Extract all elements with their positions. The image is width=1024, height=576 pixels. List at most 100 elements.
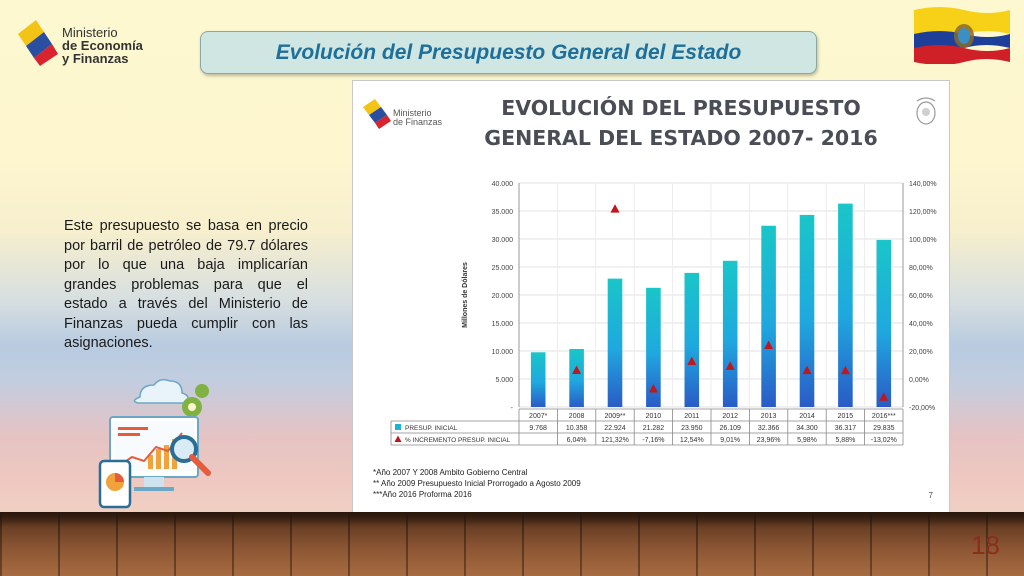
flag-icon bbox=[914, 7, 1010, 65]
card-logo-text: Ministerio de Finanzas bbox=[393, 109, 442, 127]
legend-swatch-bar bbox=[395, 424, 401, 430]
increment-marker bbox=[764, 340, 774, 349]
legend-label: PRESUP. INICIAL bbox=[405, 425, 458, 432]
bar bbox=[569, 348, 584, 407]
bar bbox=[838, 203, 853, 407]
data-label: 9.768 bbox=[529, 425, 547, 432]
data-label: 10.358 bbox=[566, 425, 588, 432]
ministry-logo bbox=[14, 14, 164, 70]
y2-tick-label: 100,00% bbox=[909, 237, 937, 244]
y-tick-label: - bbox=[511, 405, 514, 412]
card-logo-line: Ministerio bbox=[393, 108, 432, 118]
data-label: -7,16% bbox=[642, 437, 664, 444]
x-tick-label: 2010 bbox=[646, 413, 662, 420]
y-tick-label: 30.000 bbox=[492, 237, 514, 244]
data-label: 23,96% bbox=[757, 437, 781, 444]
y2-tick-label: 120,00% bbox=[909, 209, 937, 216]
y2-tick-label: 0,00% bbox=[909, 377, 929, 384]
y-tick-label: 15.000 bbox=[492, 321, 514, 328]
y2-tick-label: 20,00% bbox=[909, 349, 933, 356]
increment-marker bbox=[840, 365, 850, 375]
coat-of-arms-icon bbox=[916, 97, 936, 125]
page-number: 18 bbox=[971, 530, 1000, 560]
increment-marker bbox=[879, 392, 889, 401]
data-label: 21.282 bbox=[643, 425, 665, 432]
increment-marker bbox=[610, 204, 620, 213]
y-tick-label: 10.000 bbox=[492, 349, 514, 356]
footnote: ***Año 2016 Proforma 2016 bbox=[373, 490, 472, 499]
chart-card: Ministerio de Finanzas EVOLUCIÓN DEL PRE… bbox=[352, 80, 950, 513]
budget-chart: - 5.000 10.000 15.000 20.000 25.000 30.000 35.0… bbox=[390, 181, 937, 446]
footnotes: *Año 2007 Y 2008 Ambito Gobierno Central… bbox=[373, 467, 581, 500]
title-banner: Evolución del Presupuesto General del Es… bbox=[200, 31, 817, 74]
y-tick-label: 5.000 bbox=[495, 377, 513, 384]
legend-label: % INCREMENTO PRESUP. INICIAL bbox=[405, 437, 511, 444]
bar bbox=[799, 214, 815, 407]
increment-marker bbox=[687, 356, 697, 365]
footnote: ** Año 2009 Presupuesto Inicial Prorroga… bbox=[373, 479, 581, 488]
bar bbox=[761, 225, 776, 407]
legend-swatch-marker bbox=[394, 435, 402, 442]
x-tick-label: 2007* bbox=[529, 413, 548, 420]
data-label: 23.950 bbox=[681, 425, 703, 432]
bar bbox=[684, 272, 700, 407]
x-tick-label: 2013 bbox=[761, 413, 777, 420]
y-tick-label: 20.000 bbox=[492, 293, 514, 300]
data-label: 121,32% bbox=[601, 437, 629, 444]
y2-tick-label: 140,00% bbox=[909, 181, 937, 188]
analytics-illustration bbox=[98, 377, 220, 509]
chart-title-line: GENERAL DEL ESTADO 2007- 2016 bbox=[484, 126, 878, 150]
y-axis-label: Millones de Dólares bbox=[462, 262, 469, 328]
y-tick-label: 40.000 bbox=[492, 181, 514, 188]
chart-bars bbox=[530, 203, 892, 407]
logo-line: Ministerio bbox=[62, 25, 118, 40]
x-tick-label: 2009** bbox=[604, 413, 625, 420]
bar bbox=[722, 260, 738, 407]
x-tick-label: 2016*** bbox=[872, 413, 896, 420]
x-tick-label: 2011 bbox=[684, 413, 699, 420]
data-label: 36.317 bbox=[835, 425, 857, 432]
increment-marker bbox=[648, 384, 658, 393]
data-label: 26.109 bbox=[719, 425, 741, 432]
data-label: 9,01% bbox=[720, 437, 740, 444]
wooden-floor bbox=[0, 512, 1024, 576]
ministry-logo-icon bbox=[18, 20, 58, 66]
y-tick-label: 25.000 bbox=[492, 265, 514, 272]
bar bbox=[876, 239, 892, 407]
y2-tick-label: 40,00% bbox=[909, 321, 933, 328]
x-tick-label: 2014 bbox=[799, 413, 815, 420]
data-label: 22.924 bbox=[604, 425, 626, 432]
chart-axes: - 5.000 10.000 15.000 20.000 25.000 30.000 35.0… bbox=[462, 181, 937, 412]
data-label: 5,98% bbox=[797, 437, 817, 444]
chart-title: EVOLUCIÓN DEL PRESUPUESTO GENERAL DEL ES… bbox=[471, 93, 891, 153]
increment-marker bbox=[572, 365, 582, 375]
data-label: 32.366 bbox=[758, 425, 780, 432]
slide-title: Evolución del Presupuesto General del Es… bbox=[275, 40, 742, 64]
ministry-logo-text: Ministerio de Economía y Finanzas bbox=[62, 26, 143, 65]
data-label: 34.300 bbox=[796, 425, 818, 432]
ecuador-flag bbox=[910, 4, 1014, 65]
body-paragraph: Este presupuesto se basa en precio por b… bbox=[64, 218, 308, 351]
bar bbox=[530, 352, 546, 407]
y2-tick-label: 80,00% bbox=[909, 265, 933, 272]
x-tick-label: 2008 bbox=[569, 413, 585, 420]
card-ministry-logo-icon bbox=[363, 99, 391, 129]
x-tick-label: 2015 bbox=[838, 413, 854, 420]
chart-markers bbox=[572, 204, 889, 401]
logo-line: y Finanzas bbox=[62, 51, 129, 66]
data-label: -13,02% bbox=[871, 437, 897, 444]
card-logo-line: de Finanzas bbox=[393, 117, 443, 127]
increment-marker bbox=[725, 361, 735, 370]
chart-title-line: EVOLUCIÓN DEL PRESUPUESTO bbox=[501, 96, 861, 120]
bar bbox=[607, 278, 623, 407]
bar bbox=[646, 287, 661, 407]
data-label: 6,04% bbox=[567, 437, 587, 444]
logo-line: de Economía bbox=[62, 38, 143, 53]
y2-tick-label: -20,00% bbox=[909, 405, 935, 412]
x-tick-label: 2012 bbox=[722, 413, 738, 420]
data-label: 5,88% bbox=[835, 437, 855, 444]
y-tick-label: 35.000 bbox=[492, 209, 514, 216]
y2-tick-label: 60,00% bbox=[909, 293, 933, 300]
increment-marker bbox=[802, 365, 812, 375]
data-label: 12,54% bbox=[680, 437, 704, 444]
